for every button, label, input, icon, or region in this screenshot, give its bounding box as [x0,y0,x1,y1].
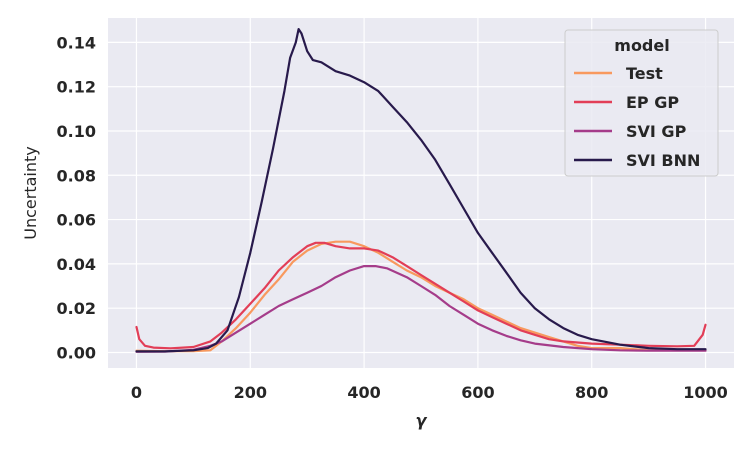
x-tick-label: 400 [347,383,380,402]
y-tick-label: 0.08 [57,166,96,185]
legend-label: SVI BNN [626,151,700,170]
x-axis-label: γ [416,411,428,430]
legend-label: Test [626,64,663,83]
series-line-ep-gp [135,241,707,350]
x-tick-labels: 0 200 400 600 800 1000 [131,383,728,402]
y-tick-label: 0.12 [57,78,96,97]
y-tick-label: 0.02 [57,299,96,318]
legend-label: EP GP [626,93,679,112]
legend-title: model [614,36,669,55]
y-tick-label: 0.14 [57,33,96,52]
x-tick-label: 0 [131,383,142,402]
x-tick-label: 800 [575,383,608,402]
legend: model Test EP GP SVI GP SVI BNN [564,29,719,177]
x-tick-label: 600 [461,383,494,402]
series-line-svi-gp [135,265,707,353]
y-tick-label: 0.06 [57,211,96,230]
legend-box [564,29,719,177]
legend-label: SVI GP [626,122,687,141]
x-tick-label: 200 [234,383,267,402]
y-tick-labels: 0.00 0.02 0.04 0.06 0.08 0.10 0.12 0.14 [57,33,96,362]
y-tick-label: 0.10 [57,122,96,141]
y-axis-label: Uncertainty [21,146,40,239]
series-lines [135,28,707,353]
y-tick-label: 0.00 [57,343,96,362]
series-line-svi-bnn [135,28,707,353]
y-tick-label: 0.04 [57,255,96,274]
legend-items: Test EP GP SVI GP SVI BNN [574,64,700,170]
x-tick-label: 1000 [683,383,728,402]
